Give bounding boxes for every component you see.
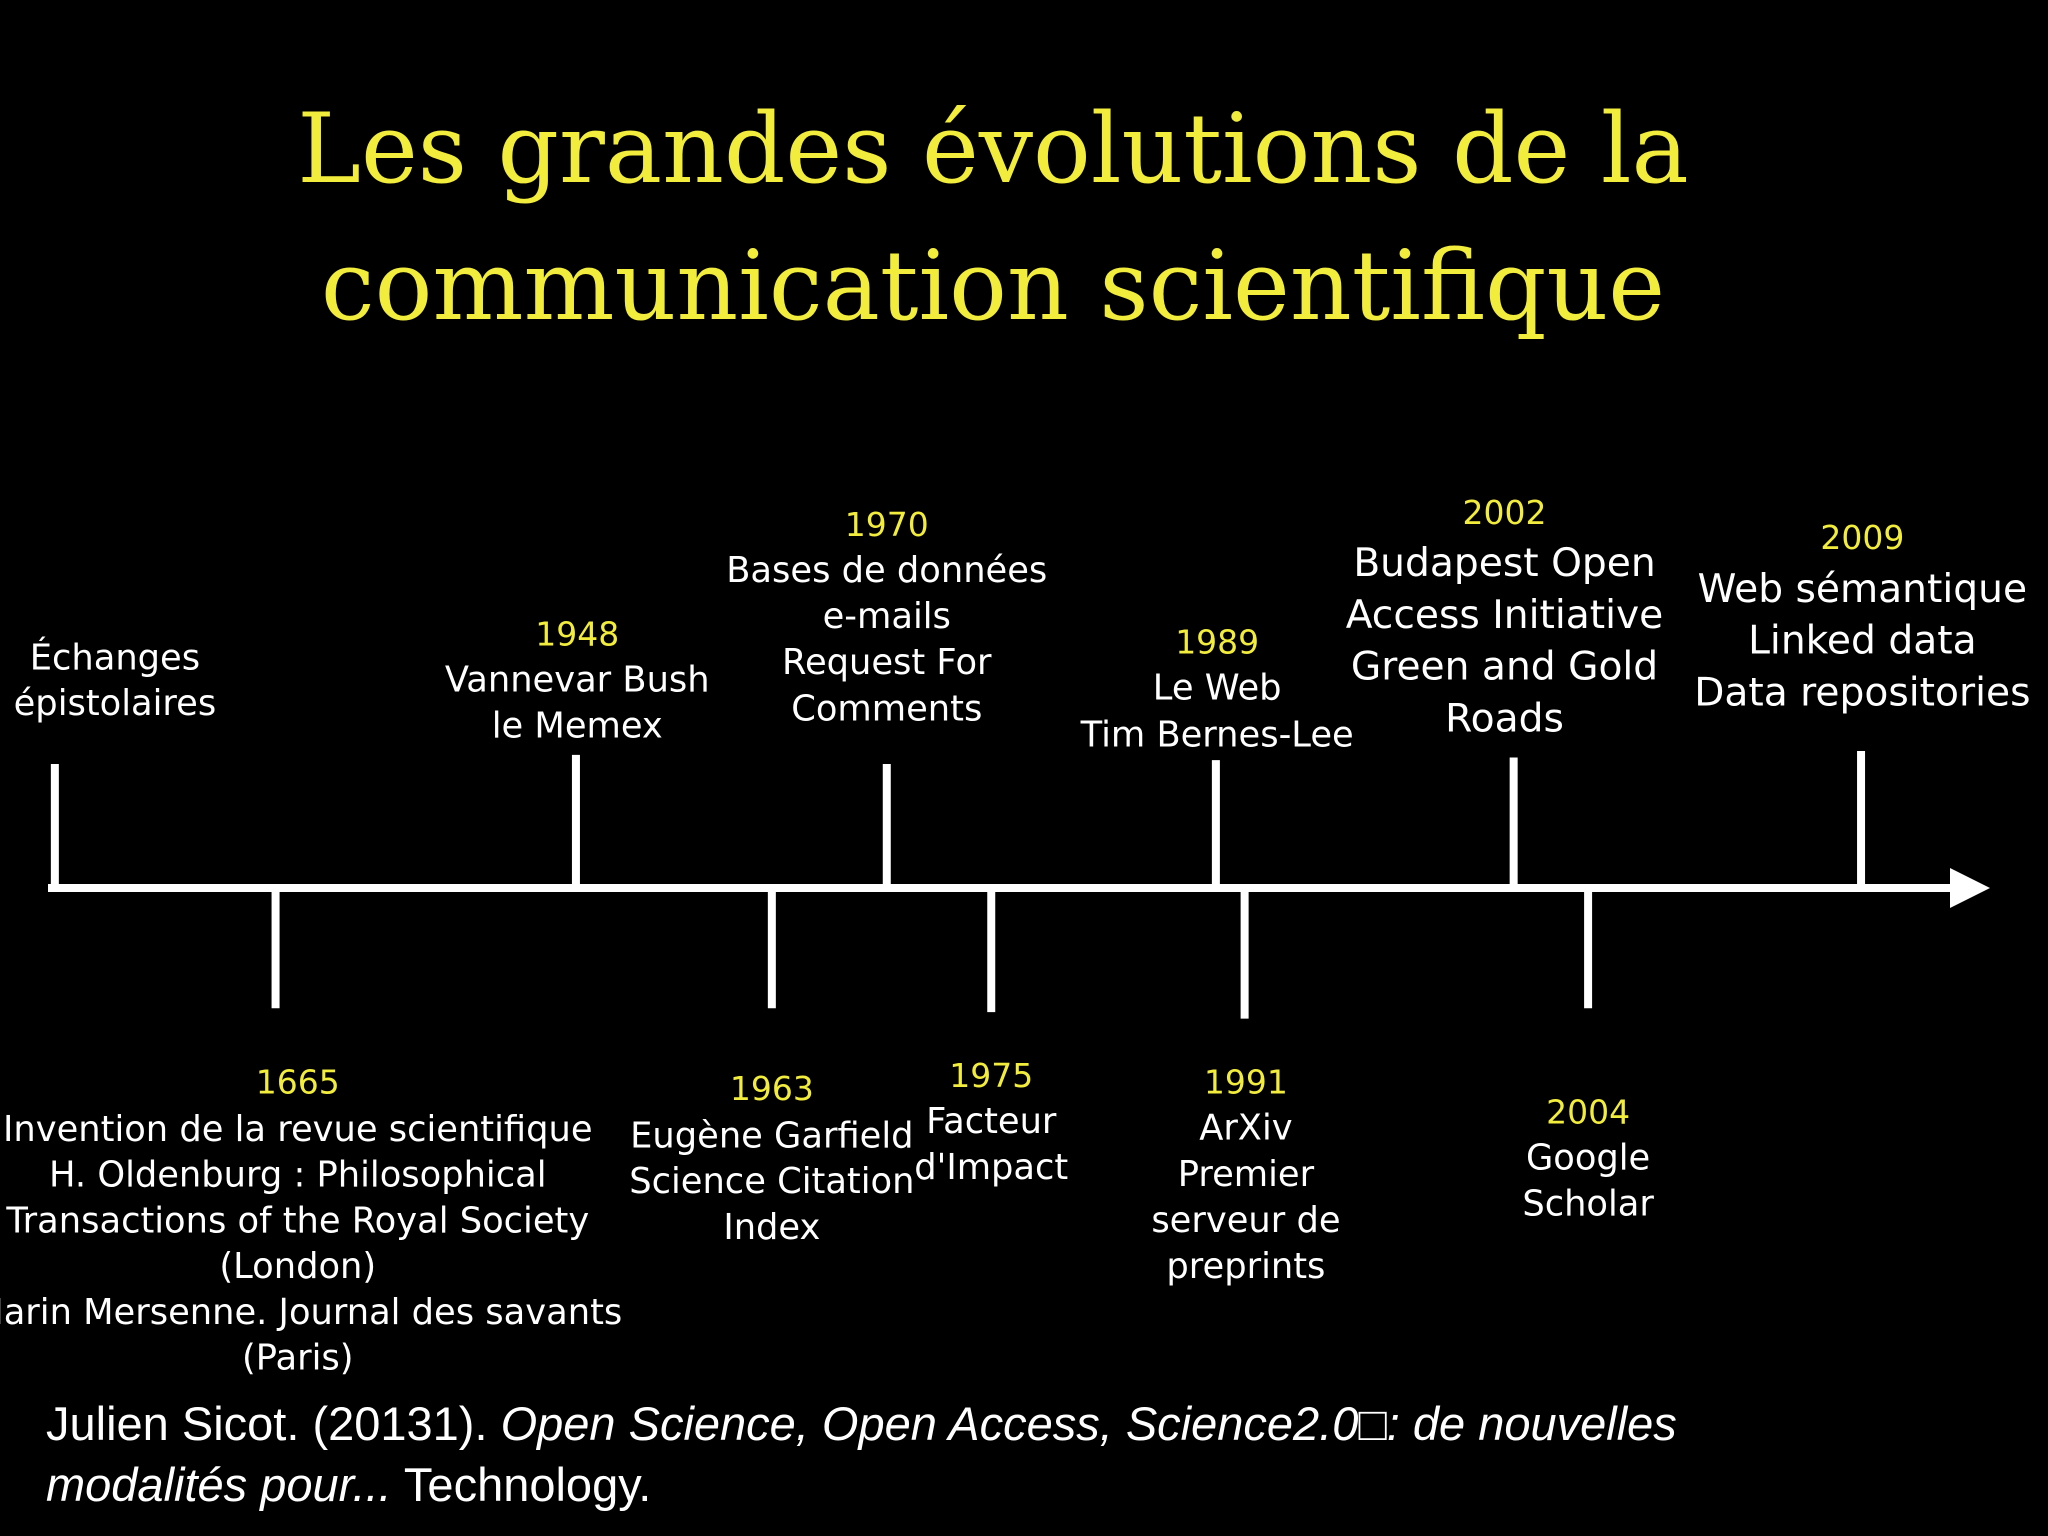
citation: modalités pour... Technology. — [46, 1458, 651, 1511]
event-year: 1991 — [1204, 1062, 1288, 1101]
event-year: 1989 — [1175, 622, 1259, 661]
event-text: Transactions of the Royal Society — [5, 1200, 589, 1241]
event-text: Access Initiative — [1346, 593, 1664, 638]
event-text: Green and Gold — [1351, 645, 1658, 690]
citation-title: modalités pour... — [46, 1458, 392, 1511]
event-year: 1970 — [845, 505, 929, 544]
event-year: 1948 — [535, 615, 619, 654]
event-text: épistolaires — [14, 683, 217, 724]
event-text: Premier — [1178, 1154, 1315, 1195]
event-text: Index — [723, 1207, 820, 1248]
event-text: preprints — [1166, 1246, 1325, 1287]
event-text: Data repositories — [1694, 670, 2030, 715]
event-text: serveur de — [1151, 1200, 1340, 1241]
title-line: Les grandes évolutions de la — [297, 93, 1689, 205]
event-text: Scholar — [1522, 1183, 1654, 1224]
event-text: Invention de la revue scientifique — [3, 1109, 593, 1150]
event-text: Vannevar Bush — [445, 660, 710, 701]
event-text: H. Oldenburg : Philosophical — [49, 1155, 546, 1196]
event-year: 1963 — [730, 1069, 814, 1108]
timeline — [48, 868, 1990, 908]
event-text: Budapest Open — [1353, 541, 1655, 586]
event-year: 1665 — [256, 1062, 340, 1101]
event-text: le Memex — [492, 705, 663, 746]
event-text: Request For — [782, 642, 992, 683]
event-text: Marin Mersenne. Journal des savants — [0, 1292, 622, 1333]
event-year: 2009 — [1820, 518, 1904, 557]
event-text: Tim Bernes-Lee — [1080, 715, 1354, 756]
event-text: Google — [1526, 1138, 1650, 1179]
event-year: 1975 — [949, 1056, 1033, 1095]
arrow-head — [1950, 868, 1990, 908]
event-text: d'Impact — [914, 1147, 1068, 1188]
event-text: ArXiv — [1199, 1108, 1292, 1149]
event-text: Facteur — [926, 1101, 1057, 1142]
title-line: communication scientifique — [321, 230, 1665, 342]
event-text: Web sémantique — [1698, 567, 2027, 612]
event-text: Linked data — [1748, 619, 1976, 664]
event-text: Roads — [1445, 697, 1564, 742]
citation: Julien Sicot. (20131). Open Science, Ope… — [46, 1397, 1677, 1450]
event-year: 2002 — [1463, 493, 1547, 532]
event-year: 2004 — [1546, 1093, 1630, 1132]
citation-author: Julien Sicot. (20131). — [46, 1397, 501, 1450]
event-text: (Paris) — [242, 1338, 353, 1379]
citation-rest: Technology. — [392, 1458, 652, 1511]
event-text: (London) — [219, 1246, 376, 1287]
event-text: Échanges — [30, 637, 200, 679]
event-text: e-mails — [823, 596, 951, 637]
event-text: Bases de données — [726, 550, 1047, 591]
event-text: Le Web — [1153, 668, 1282, 709]
citation-title: Open Science, Open Access, Science2.0□: … — [501, 1397, 1677, 1450]
event-text: Eugène Garfield — [630, 1116, 913, 1157]
event-text: Comments — [791, 688, 982, 729]
event-text: Science Citation — [629, 1161, 914, 1202]
